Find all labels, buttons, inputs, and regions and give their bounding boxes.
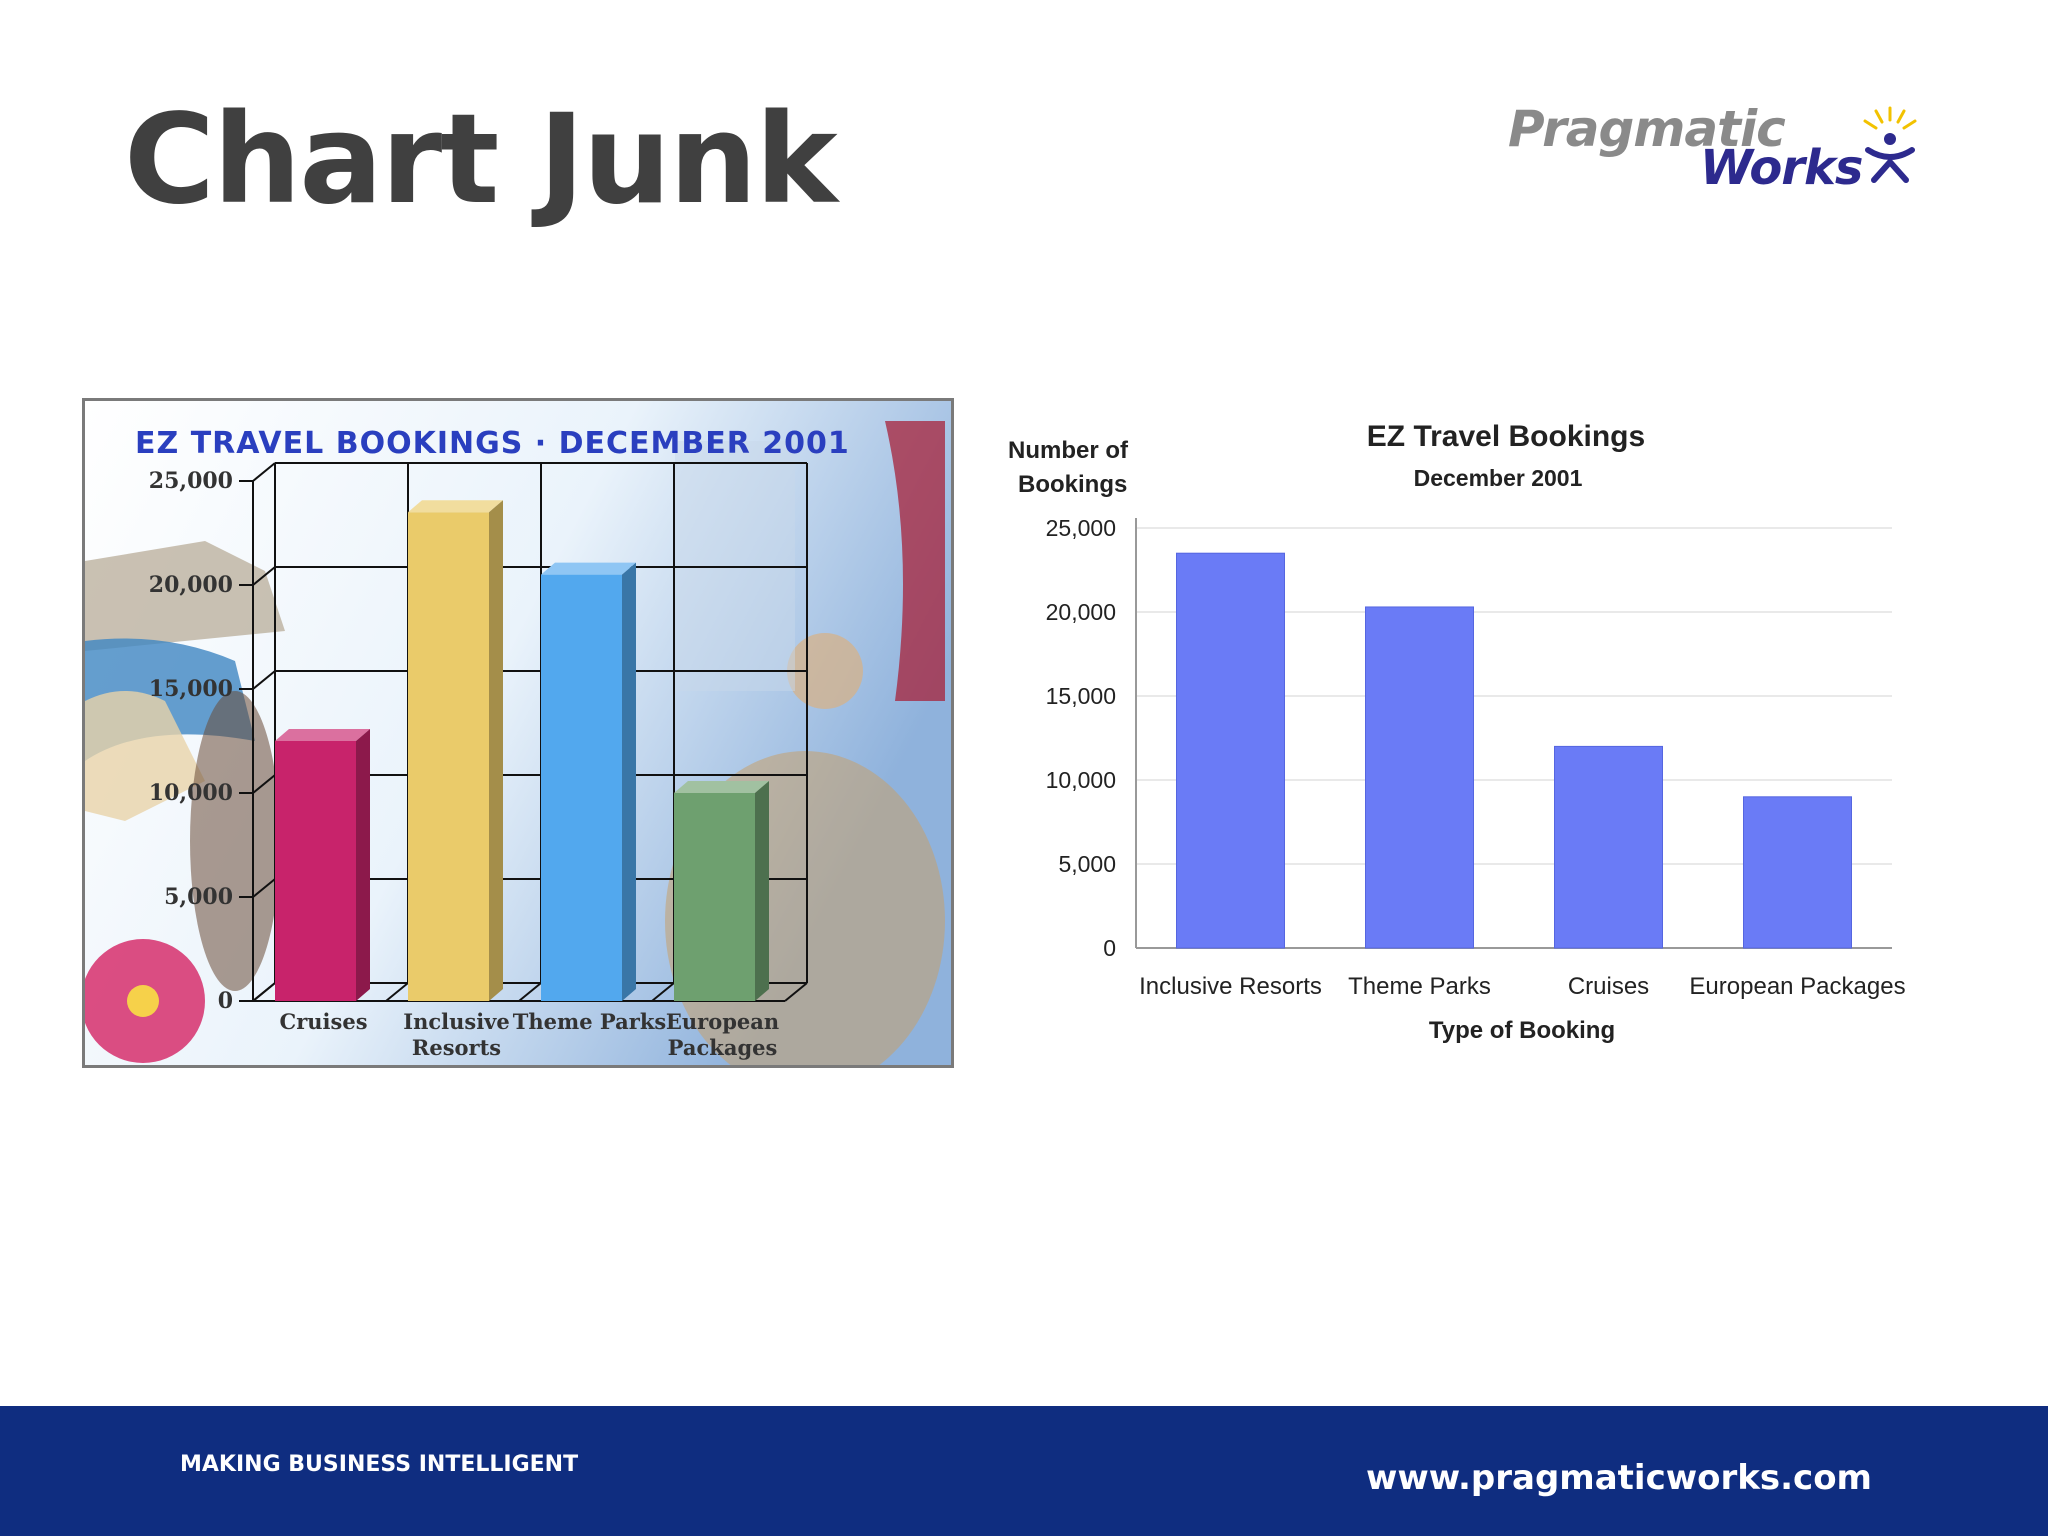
clean-x-tick-label: Cruises [1568, 973, 1649, 1000]
clean-bar [1365, 606, 1474, 949]
logo-line2: Works [1700, 140, 1863, 196]
clean-y-tick-label: 0 [1103, 935, 1116, 961]
clean-chart-subtitle: December 2001 [1414, 465, 1583, 491]
grid-line-side [252, 462, 276, 482]
clean-y-axis-label: Number of [1008, 437, 1129, 464]
junk-chart: EZ TRAVEL BOOKINGS · DECEMBER 2001 0 5,000… [85, 401, 951, 1065]
junk-x-tick-label: Packages [668, 1035, 778, 1060]
footer-tagline: MAKING BUSINESS INTELLIGENT [180, 1452, 579, 1477]
grid-line-floor [784, 982, 808, 1002]
grid-line-side [252, 566, 276, 586]
clean-x-tick-label: European Packages [1689, 973, 1905, 1000]
grid-line-floor [385, 982, 409, 1002]
clean-bar [1176, 552, 1285, 949]
grid-line-floor [518, 982, 542, 1002]
grid-line-side [252, 878, 276, 898]
junk-y-tick-label: 20,000 [149, 572, 233, 598]
clean-chart-title: EZ Travel Bookings [1367, 420, 1645, 453]
decor-dancer [190, 691, 280, 991]
grid-line-floor [651, 982, 675, 1002]
junk-bar-side [489, 500, 503, 1001]
clean-chart: EZ Travel Bookings December 2001 Number of… [1008, 420, 1906, 1044]
logo-line1: Pragmatic [1508, 100, 1786, 158]
clean-bar [1554, 745, 1663, 949]
junk-y-tick-label: 0 [218, 988, 233, 1014]
footer-url[interactable]: www.pragmaticworks.com [1365, 1458, 1872, 1498]
junk-bar-front [674, 793, 755, 1001]
junk-bar-side [755, 781, 769, 1001]
junk-y-tick-label: 5,000 [164, 884, 233, 910]
junk-bar-top [541, 562, 636, 575]
grid-line-side [252, 774, 276, 794]
junk-y-tick-label: 15,000 [149, 676, 233, 702]
junk-bar-side [622, 562, 636, 1001]
clean-x-tick-label: Inclusive Resorts [1139, 973, 1322, 1000]
clean-x-tick-label: Theme Parks [1348, 973, 1491, 1000]
junk-x-tick-label: Cruises [279, 1009, 367, 1034]
junk-chart-panel: EZ TRAVEL BOOKINGS · DECEMBER 2001 0 5,000… [82, 398, 954, 1068]
junk-y-tick-label: 10,000 [149, 780, 233, 806]
decor-mountains [85, 541, 285, 651]
junk-x-tick-label: Inclusive [403, 1009, 510, 1034]
clean-y-tick-label: 10,000 [1046, 767, 1116, 793]
junk-x-tick-label: European [666, 1009, 779, 1034]
junk-x-tick-label: Theme Parks [513, 1009, 666, 1034]
footer-bar: MAKING BUSINESS INTELLIGENT www.pragmati… [0, 1406, 2048, 1536]
junk-y-tick-label: 25,000 [149, 468, 233, 494]
clean-y-axis-label: Bookings [1018, 471, 1127, 498]
logo-figure-icon [1863, 106, 1917, 183]
junk-bar-top [674, 781, 769, 793]
decor-beach [85, 691, 205, 821]
junk-bar-top [408, 500, 503, 513]
clean-y-tick-label: 5,000 [1058, 851, 1116, 877]
clean-y-tick-label: 15,000 [1046, 683, 1116, 709]
grid-line-floor [252, 982, 276, 1002]
junk-bar-front [408, 512, 489, 1001]
clean-y-tick-label: 20,000 [1046, 599, 1116, 625]
junk-x-tick-label: Resorts [412, 1035, 501, 1060]
clean-x-axis-label: Type of Booking [1429, 1017, 1615, 1044]
junk-bar-side [356, 729, 370, 1001]
pragmatic-works-logo: Pragmatic Works [1500, 100, 1930, 200]
decor-hibiscus-center [127, 985, 159, 1017]
grid-line-side [252, 670, 276, 690]
slide-title: Chart Junk [124, 88, 838, 232]
junk-bar-top [275, 729, 370, 741]
clean-y-tick-label: 25,000 [1046, 515, 1116, 541]
junk-bar-front [275, 741, 356, 1001]
junk-bar-front [541, 574, 622, 1001]
clean-chart-panel: EZ Travel Bookings December 2001 Number of… [990, 400, 1930, 1060]
decor-tower [885, 421, 945, 701]
clean-bar [1743, 796, 1852, 949]
junk-chart-title: EZ TRAVEL BOOKINGS · DECEMBER 2001 [135, 426, 850, 461]
